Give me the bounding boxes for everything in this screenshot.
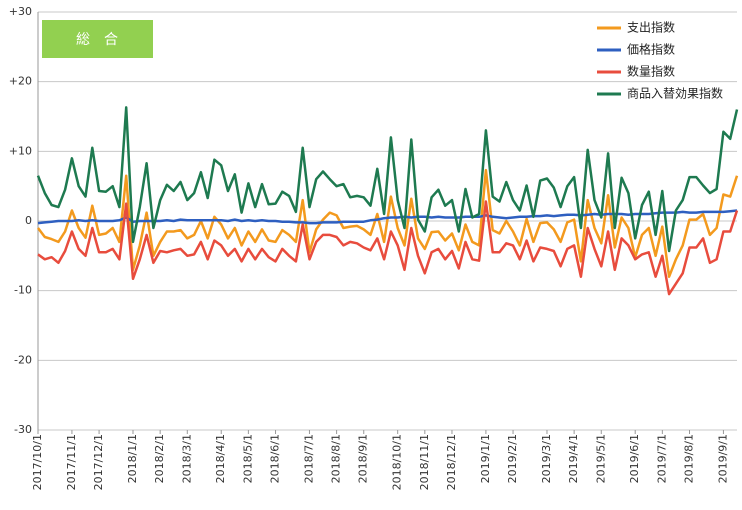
legend-label: 商品入替効果指数 [627,86,723,101]
x-tick-label: 2018/3/1 [180,434,193,483]
y-tick-label: -20 [14,353,32,366]
x-tick-label: 2017/11/1 [65,434,78,490]
x-tick-label: 2018/11/1 [418,434,431,490]
y-tick-label: +10 [9,144,32,157]
x-tick-label: 2018/6/1 [269,434,282,483]
series-line [36,106,739,253]
x-tick-label: 2019/4/1 [567,434,580,483]
x-tick-label: 2018/5/1 [241,434,254,483]
x-tick-label: 2018/10/1 [391,434,404,490]
x-tick-label: 2019/7/1 [655,434,668,483]
x-tick-label: 2019/3/1 [540,434,553,483]
annotation: 総 合 [76,32,118,48]
legend-label: 価格指数 [627,42,675,57]
x-tick-label: 2019/5/1 [594,434,607,483]
y-tick-label: -10 [14,284,32,297]
x-tick-label: 2018/9/1 [357,434,370,483]
x-tick-label: 2018/2/1 [153,434,166,483]
x-tick-label: 2018/8/1 [330,434,343,483]
legend-label: 数量指数 [627,64,675,79]
x-tick-label: 2019/9/1 [716,434,729,483]
x-tick-label: 2019/6/1 [628,434,641,483]
y-tick-label: -30 [14,423,32,436]
y-tick-label: +30 [9,5,32,18]
x-tick-label: 2018/12/1 [445,434,458,490]
x-tick-label: 2019/1/1 [479,434,492,483]
series-line [37,200,739,296]
annotation-box [42,20,153,58]
y-tick-label: +20 [9,75,32,88]
x-tick-label: 2018/7/1 [302,434,315,483]
y-tick-label: 0 [25,214,32,227]
x-tick-label: 2018/1/1 [126,434,139,483]
x-tick-label: 2017/10/1 [31,434,44,490]
legend-label: 支出指数 [627,20,675,35]
x-tick-label: 2019/8/1 [682,434,695,483]
x-tick-label: 2018/4/1 [214,434,227,483]
x-tick-label: 2017/12/1 [92,434,105,490]
x-tick-label: 2019/2/1 [506,434,519,483]
series-line [37,168,739,278]
